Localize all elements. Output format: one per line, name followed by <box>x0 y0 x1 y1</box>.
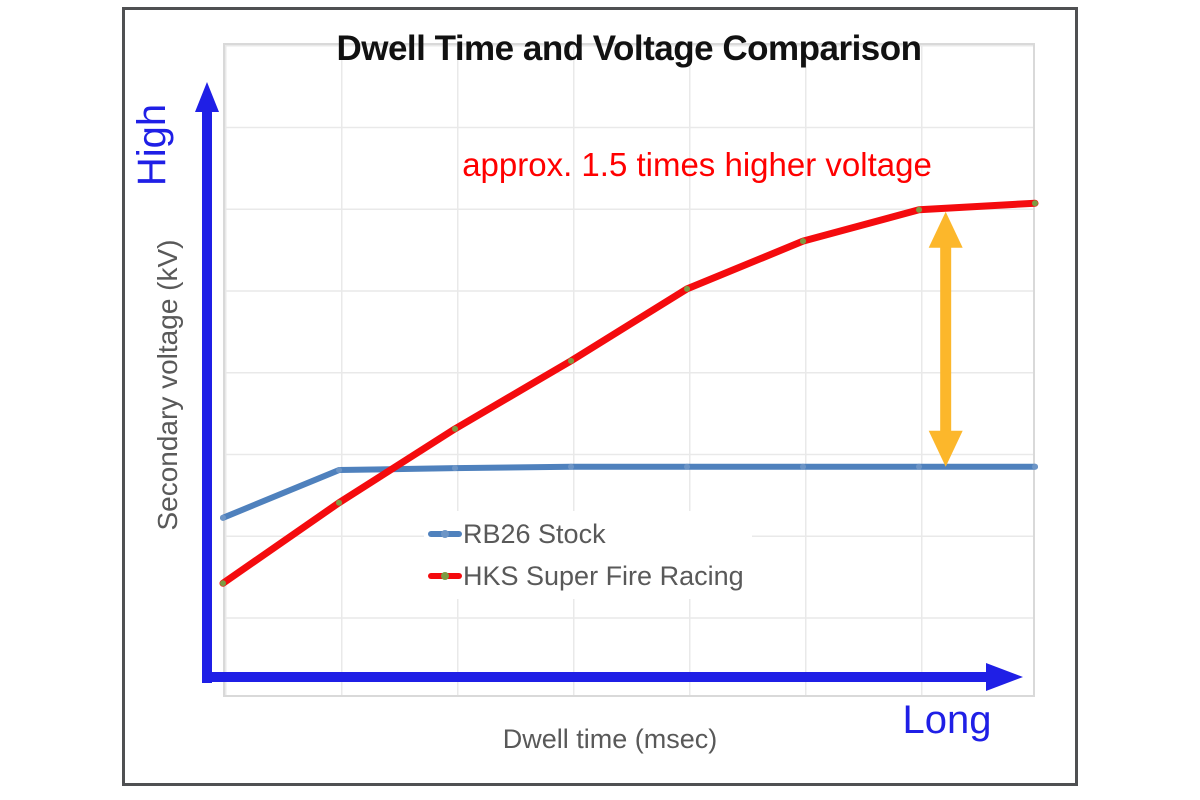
x-axis-title: Dwell time (msec) <box>502 724 718 754</box>
voltage-annotation: approx. 1.5 times higher voltage <box>462 146 932 183</box>
legend-item: HKS Super Fire Racing <box>428 555 744 597</box>
legend-line-marker-icon <box>428 572 462 580</box>
legend-label: HKS Super Fire Racing <box>463 560 744 591</box>
legend: RB26 Stock HKS Super Fire Racing <box>424 511 752 599</box>
chart-title: Dwell Time and Voltage Comparison <box>336 29 922 68</box>
legend-line-marker-icon <box>428 530 462 538</box>
legend-point-marker-icon <box>441 572 449 580</box>
y-axis-title: Secondary voltage (kV) <box>152 239 183 531</box>
legend-item: RB26 Stock <box>428 513 744 555</box>
legend-point-marker-icon <box>441 530 449 538</box>
x-axis-end-label: Long <box>902 698 992 742</box>
legend-label: RB26 Stock <box>463 518 606 549</box>
